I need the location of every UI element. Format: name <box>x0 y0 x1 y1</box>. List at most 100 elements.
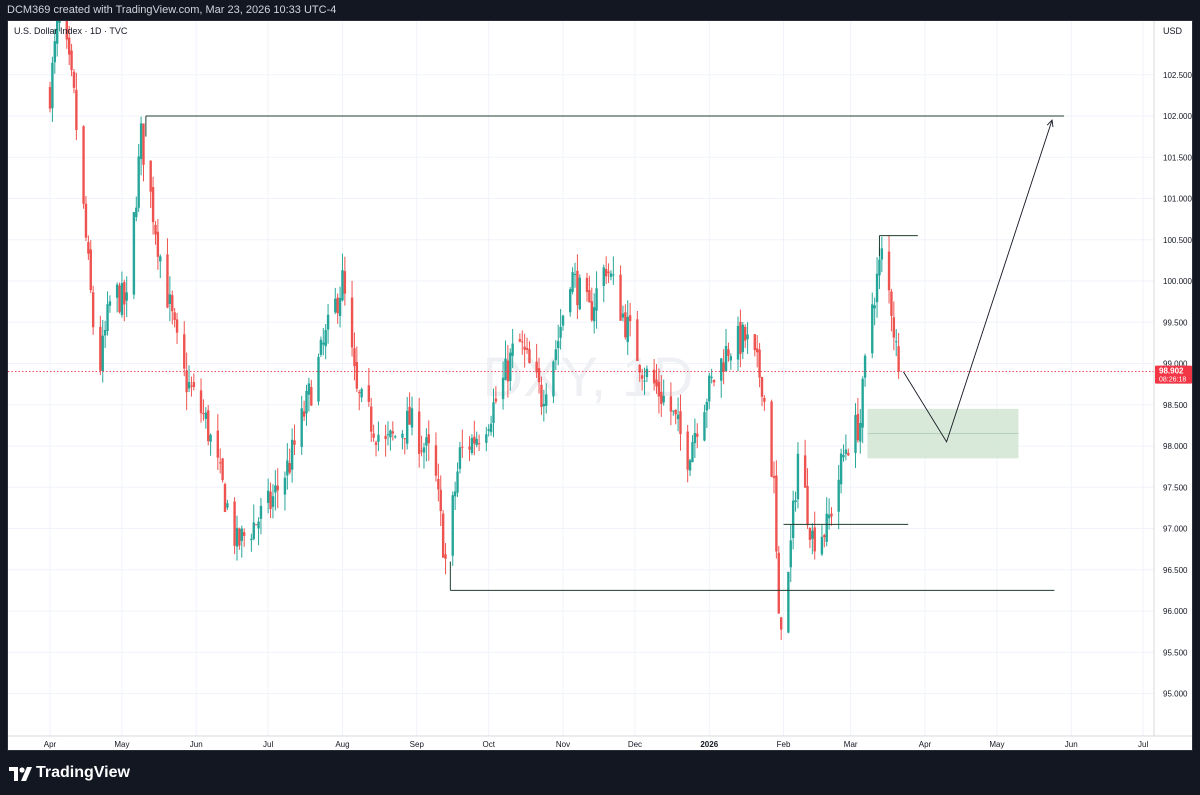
candle-body <box>444 554 447 559</box>
candle-body <box>559 326 562 338</box>
candle-body <box>890 291 893 316</box>
candle-body <box>626 316 629 343</box>
time-tick-label: Apr <box>919 740 932 749</box>
candle-body <box>72 71 76 88</box>
candle-body <box>343 271 347 294</box>
candle-body <box>592 307 596 322</box>
candle-body <box>139 123 143 160</box>
candle-body <box>569 289 572 313</box>
candle-body <box>341 270 344 301</box>
candle-body <box>624 312 627 338</box>
candle-body <box>425 437 428 446</box>
candle-body <box>468 446 471 450</box>
top-bar: DCM369 created with TradingView.com, Mar… <box>0 0 1200 20</box>
candle-body <box>149 160 152 192</box>
candle-body <box>525 347 529 350</box>
candle-body <box>621 313 625 318</box>
candle-body <box>839 453 843 485</box>
candle-body <box>89 249 92 291</box>
time-tick-label: Oct <box>482 740 495 749</box>
credit-text: DCM369 created with TradingView.com, Mar… <box>7 4 337 16</box>
candle-body <box>847 452 850 456</box>
candle-body <box>367 385 371 402</box>
candle-body <box>679 411 682 435</box>
time-tick-label: Jun <box>190 740 203 749</box>
candle-body <box>219 462 222 464</box>
time-tick-label: 2026 <box>700 740 718 749</box>
candle-body <box>91 292 95 328</box>
candle-body <box>540 384 543 407</box>
candle-body <box>609 273 613 277</box>
candle-body <box>254 524 258 526</box>
candle-body <box>777 552 780 614</box>
candle-body <box>489 423 493 433</box>
candle-body <box>595 288 598 311</box>
candle-body <box>636 319 639 361</box>
candle-body <box>48 87 52 109</box>
candle-body <box>209 434 212 442</box>
candle-body <box>408 406 411 425</box>
candle-body <box>183 334 186 369</box>
candle-body <box>67 37 71 55</box>
candle-body <box>811 530 814 539</box>
candle-body <box>434 445 438 476</box>
candle-body <box>84 203 88 238</box>
candle-body <box>674 409 677 415</box>
candle-body <box>192 382 196 388</box>
candle-body <box>473 436 476 444</box>
candle-body <box>871 304 874 354</box>
candle-body <box>322 342 325 345</box>
candle-body <box>458 447 462 469</box>
price-badge-bg <box>1155 365 1192 384</box>
candle-body <box>422 447 426 453</box>
candle-body <box>389 430 392 438</box>
chart-panel[interactable]: DXY, 1D 102.500 102.000 101.500 101.000 100.… <box>7 20 1193 751</box>
candle-body <box>417 411 421 454</box>
candle-body <box>120 283 124 315</box>
candle-body <box>492 402 495 423</box>
candle-body <box>691 442 694 463</box>
candle-body <box>645 368 649 378</box>
price-chart[interactable]: DXY, 1D 102.500 102.000 101.500 101.000 100.… <box>8 21 1192 750</box>
candle-body <box>319 339 323 355</box>
price-tick-label: 101.000 <box>1163 195 1192 204</box>
candle-body <box>823 535 826 538</box>
candle-body <box>741 324 745 353</box>
candle-body <box>87 242 90 254</box>
time-tick-label: Dec <box>628 740 642 749</box>
time-tick-label: Aug <box>335 740 349 749</box>
price-tick-label: 102.000 <box>1163 112 1192 121</box>
time-tick-label: Jun <box>1065 740 1078 749</box>
candle-body <box>118 285 121 313</box>
candle-body <box>358 392 361 394</box>
candle-body <box>660 391 663 404</box>
candle-body <box>439 489 442 511</box>
time-scale[interactable]: Apr May Jun Jul Aug Sep Oct Nov Dec 2026 Feb Mar Apr… <box>44 740 1149 749</box>
time-tick-label: Sep <box>410 740 425 749</box>
candle-body <box>461 446 464 448</box>
candle-body <box>338 297 342 316</box>
time-tick-label: Jul <box>263 740 273 749</box>
candle-body <box>132 212 136 295</box>
candle-body <box>791 500 795 539</box>
candle-body <box>842 454 845 458</box>
candle-body <box>235 527 239 547</box>
candle-body <box>643 380 646 382</box>
candle-body <box>99 326 102 371</box>
candle-body <box>252 522 255 539</box>
candle-body <box>710 376 713 378</box>
candle-body <box>628 315 632 322</box>
candle-body <box>504 358 507 380</box>
candle-body <box>101 335 104 372</box>
projection-arrowhead <box>1046 119 1054 128</box>
price-scale[interactable]: 102.500 102.000 101.500 101.000 100.500 100.0… <box>1163 71 1192 699</box>
candle-body <box>199 390 203 414</box>
candle-body <box>391 431 395 434</box>
price-tick-label: 98.500 <box>1163 401 1188 410</box>
candle-body <box>506 360 510 382</box>
brand-name: TradingView <box>36 764 130 781</box>
candle-body <box>554 349 558 361</box>
price-badge-price: 98.902 <box>1159 367 1184 376</box>
candle-body <box>808 527 812 541</box>
candle-body <box>878 259 881 276</box>
